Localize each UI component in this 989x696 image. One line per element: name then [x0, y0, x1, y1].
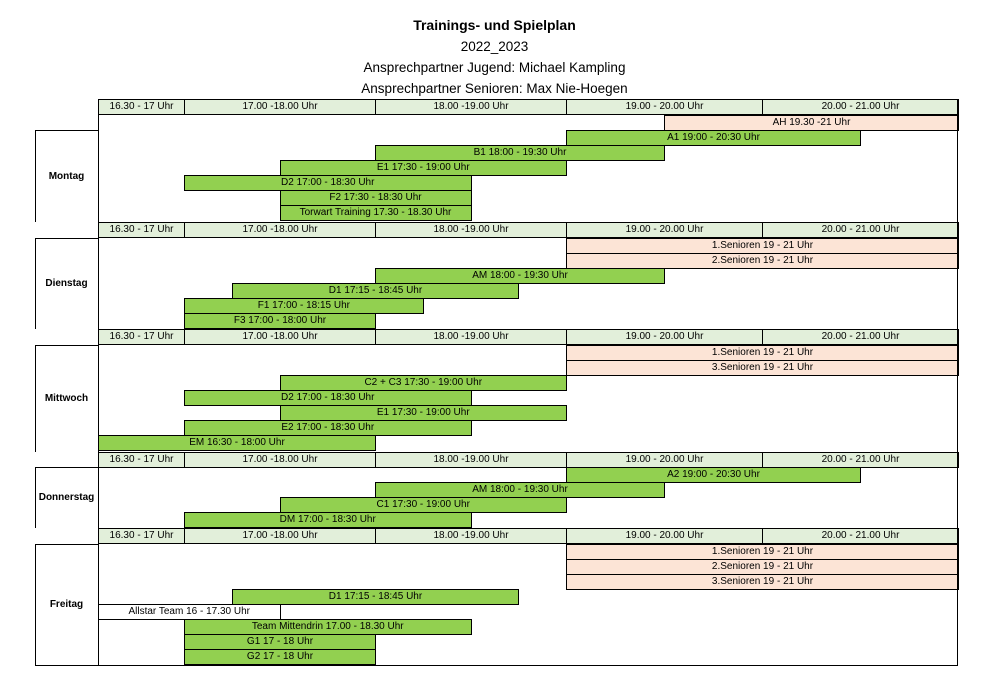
day-right-border — [957, 452, 958, 528]
schedule-entry: Team Mittendrin 17.00 - 18.30 Uhr — [184, 619, 472, 635]
time-slot-header: 20.00 - 21.00 Uhr — [762, 99, 959, 115]
schedule-entry: 3.Senioren 19 - 21 Uhr — [566, 360, 959, 376]
schedule-entry: B1 18:00 - 19:30 Uhr — [375, 145, 665, 161]
day-separator-border — [98, 99, 99, 222]
time-slot-header: 19.00 - 20.00 Uhr — [566, 329, 763, 345]
schedule-entry: Allstar Team 16 - 17.30 Uhr — [98, 604, 281, 620]
time-slot-header: 17.00 -18.00 Uhr — [184, 222, 376, 238]
schedule-entry: D2 17:00 - 18:30 Uhr — [184, 175, 472, 191]
day-top-border — [35, 345, 99, 346]
day-left-border — [35, 238, 36, 329]
day-label-donnerstag: Donnerstag — [38, 492, 95, 503]
schedule-entry: D1 17:15 - 18:45 Uhr — [231, 283, 520, 299]
schedule-entry: C2 + C3 17:30 - 19:00 Uhr — [279, 375, 567, 391]
schedule-entry: E2 17:00 - 18:30 Uhr — [184, 420, 472, 436]
schedule-entry: AM 18:00 - 19:30 Uhr — [375, 482, 665, 498]
day-separator-border — [98, 452, 99, 528]
schedule-entry: F1 17:00 - 18:15 Uhr — [184, 298, 424, 314]
day-left-border — [35, 544, 36, 665]
schedule-entry: C1 17:30 - 19:00 Uhr — [279, 497, 567, 513]
day-top-border — [35, 544, 99, 545]
time-slot-header: 19.00 - 20.00 Uhr — [566, 99, 763, 115]
day-top-border — [35, 467, 99, 468]
time-slot-header: 17.00 -18.00 Uhr — [184, 329, 376, 345]
time-slot-header: 17.00 -18.00 Uhr — [184, 452, 376, 468]
schedule-entry: 3.Senioren 19 - 21 Uhr — [566, 574, 959, 590]
schedule-entry: EM 16:30 - 18:00 Uhr — [98, 435, 376, 451]
time-slot-header: 16.30 - 17 Uhr — [98, 222, 185, 238]
time-slot-header: 19.00 - 20.00 Uhr — [566, 452, 763, 468]
time-slot-header: 16.30 - 17 Uhr — [98, 528, 185, 544]
schedule-entry: E1 17:30 - 19:00 Uhr — [279, 405, 567, 421]
day-right-border — [957, 99, 958, 222]
schedule-bottom-border — [35, 665, 958, 666]
schedule-entry: D1 17:15 - 18:45 Uhr — [231, 589, 520, 605]
time-slot-header: 16.30 - 17 Uhr — [98, 452, 185, 468]
day-left-border — [35, 345, 36, 452]
schedule-entry: 2.Senioren 19 - 21 Uhr — [566, 559, 959, 575]
time-slot-header: 20.00 - 21.00 Uhr — [762, 222, 959, 238]
schedule-title: Trainings- und Spielplan — [413, 17, 576, 33]
schedule-entry: 1.Senioren 19 - 21 Uhr — [566, 238, 959, 254]
schedule-entry: AM 18:00 - 19:30 Uhr — [375, 268, 665, 284]
schedule-entry: AH 19.30 -21 Uhr — [664, 115, 959, 131]
schedule-entry: A1 19:00 - 20:30 Uhr — [566, 130, 861, 146]
schedule-entry: Torwart Training 17.30 - 18.30 Uhr — [279, 205, 472, 221]
schedule-entry: F2 17:30 - 18:30 Uhr — [279, 190, 472, 206]
schedule-entry: A2 19:00 - 20:30 Uhr — [566, 467, 861, 483]
day-separator-border — [98, 222, 99, 329]
schedule-entry: G2 17 - 18 Uhr — [184, 649, 376, 665]
day-label-montag: Montag — [48, 170, 85, 182]
day-left-border — [35, 467, 36, 528]
day-label-dienstag: Dienstag — [45, 278, 88, 289]
schedule-entry: F3 17:00 - 18:00 Uhr — [184, 313, 376, 329]
time-slot-header: 18.00 -19.00 Uhr — [375, 222, 567, 238]
time-slot-header: 18.00 -19.00 Uhr — [375, 452, 567, 468]
season-label: 2022_2023 — [460, 39, 529, 54]
time-slot-header: 20.00 - 21.00 Uhr — [762, 329, 959, 345]
day-right-border — [957, 222, 958, 329]
time-slot-header: 19.00 - 20.00 Uhr — [566, 528, 763, 544]
schedule-entry: D2 17:00 - 18:30 Uhr — [184, 390, 472, 406]
time-slot-header: 18.00 -19.00 Uhr — [375, 528, 567, 544]
day-right-border — [957, 329, 958, 452]
time-slot-header: 18.00 -19.00 Uhr — [375, 329, 567, 345]
time-slot-header: 18.00 -19.00 Uhr — [375, 99, 567, 115]
day-left-border — [35, 130, 36, 222]
day-label-freitag: Freitag — [49, 599, 84, 610]
time-slot-header: 17.00 -18.00 Uhr — [184, 528, 376, 544]
contact-youth: Ansprechpartner Jugend: Michael Kampling — [363, 60, 626, 75]
day-separator-border — [98, 528, 99, 665]
schedule-entry: 2.Senioren 19 - 21 Uhr — [566, 253, 959, 269]
time-slot-header: 16.30 - 17 Uhr — [98, 329, 185, 345]
schedule-entry: 1.Senioren 19 - 21 Uhr — [566, 544, 959, 560]
schedule-entry: DM 17:00 - 18:30 Uhr — [184, 512, 472, 528]
day-separator-border — [98, 329, 99, 452]
time-slot-header: 16.30 - 17 Uhr — [98, 99, 185, 115]
schedule-entry: 1.Senioren 19 - 21 Uhr — [566, 345, 959, 361]
schedule-entry: E1 17:30 - 19:00 Uhr — [279, 160, 567, 176]
contact-seniors: Ansprechpartner Senioren: Max Nie-Hoegen — [361, 81, 628, 96]
time-slot-header: 20.00 - 21.00 Uhr — [762, 528, 959, 544]
time-slot-header: 20.00 - 21.00 Uhr — [762, 452, 959, 468]
day-top-border — [35, 238, 99, 239]
time-slot-header: 17.00 -18.00 Uhr — [184, 99, 376, 115]
day-label-mittwoch: Mittwoch — [44, 393, 89, 404]
day-top-border — [35, 130, 99, 131]
schedule-entry: G1 17 - 18 Uhr — [184, 634, 376, 650]
time-slot-header: 19.00 - 20.00 Uhr — [566, 222, 763, 238]
day-right-border — [957, 528, 958, 665]
